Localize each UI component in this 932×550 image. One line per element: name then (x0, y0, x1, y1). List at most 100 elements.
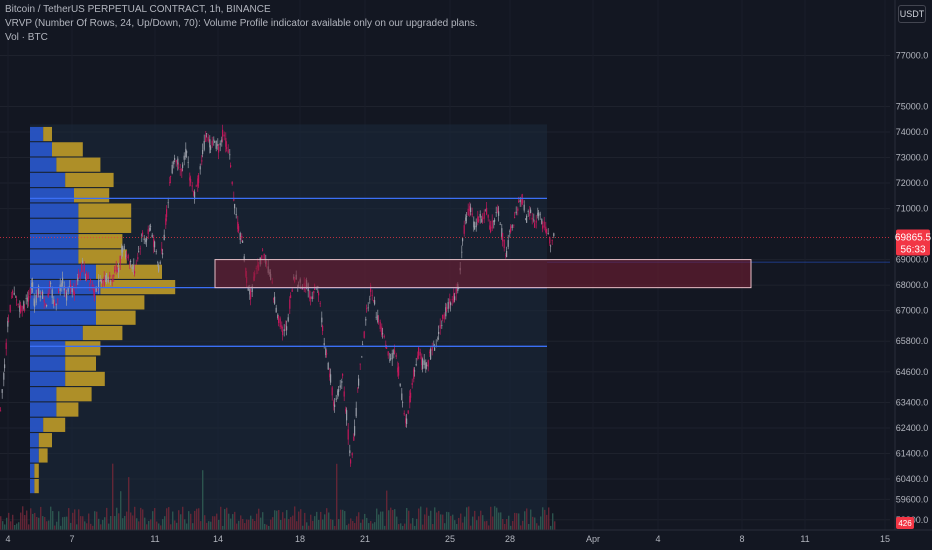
time-axis[interactable]: 4 7 11 14 18 21 25 28 Apr 4 8 11 15 (5, 534, 890, 544)
volume-bar (318, 519, 320, 530)
volume-bar (44, 516, 46, 530)
candle-body (419, 351, 421, 356)
candle-body (186, 150, 188, 154)
volume-bar (18, 522, 20, 530)
volume-bar (270, 519, 272, 530)
price-tick-label: 72000.0 (896, 178, 929, 188)
candle-body (178, 167, 180, 169)
candle-body (310, 296, 312, 299)
candle-body (66, 292, 68, 301)
candle-body (214, 141, 216, 143)
volume-bar (412, 518, 414, 530)
candle-body (473, 221, 475, 228)
volume-bar (540, 516, 542, 530)
candle-body (429, 351, 431, 354)
candle-body (335, 398, 337, 400)
candle-body (357, 387, 359, 389)
candle-body (525, 218, 527, 220)
candle-body (231, 181, 233, 184)
candle-body (218, 146, 220, 153)
candle-body (505, 255, 507, 256)
volume-bar (146, 524, 148, 530)
volume-bar (514, 512, 516, 530)
volume-bar (206, 522, 208, 530)
candle-body (103, 276, 105, 286)
volume-bar (34, 512, 36, 530)
volume-bar (196, 508, 198, 530)
candle-body (323, 343, 325, 346)
candle-body (381, 326, 383, 335)
candle-body (158, 265, 160, 272)
time-tick-label: 21 (360, 534, 370, 544)
profile-up-bar (30, 203, 79, 218)
resistance-zone[interactable] (214, 259, 752, 289)
candle-body (447, 302, 449, 309)
price-tick-label: 77000.0 (896, 51, 929, 61)
profile-up-bar (30, 249, 79, 264)
vrvp-legend[interactable]: VRVP (Number Of Rows, 24, Up/Down, 70): … (5, 18, 478, 29)
volume-bar (152, 511, 154, 530)
candle-body (411, 383, 413, 386)
candle-body (274, 296, 276, 304)
candle-body (138, 251, 140, 253)
candle-body (539, 213, 541, 215)
volume-bar (510, 525, 512, 530)
candle-body (534, 223, 536, 228)
volume-bar (14, 524, 16, 530)
candle-body (113, 274, 115, 277)
candle-body (334, 404, 336, 408)
profile-down-bar (74, 188, 110, 203)
candle-body (235, 214, 237, 216)
volume-bar (126, 511, 128, 530)
profile-up-bar (30, 478, 35, 494)
candle-body (153, 238, 155, 247)
volume-bar (130, 512, 132, 530)
volume-bar (544, 509, 546, 530)
time-tick-label: 15 (880, 534, 890, 544)
candle-body (239, 233, 241, 240)
volume-bar (162, 519, 164, 530)
candle-body (7, 321, 9, 327)
candle-body (465, 217, 467, 222)
candle-body (443, 314, 445, 320)
volume-bar (464, 516, 466, 530)
profile-down-bar (38, 448, 48, 463)
volume-bar (220, 506, 222, 530)
volume-bar (28, 524, 30, 530)
time-tick-label: 25 (445, 534, 455, 544)
candle-body (461, 251, 463, 253)
profile-down-bar (56, 402, 79, 417)
profile-down-bar (96, 310, 136, 325)
volume-bar (482, 515, 484, 530)
volume-bar (442, 514, 444, 530)
volume-bar (384, 525, 386, 530)
currency-button[interactable]: USDT (898, 5, 926, 23)
volume-bar (528, 523, 530, 530)
volume-bar (448, 512, 450, 530)
symbol-title[interactable]: Bitcoin / TetherUS PERPETUAL CONTRACT, 1… (5, 4, 271, 15)
volume-bar (302, 525, 304, 530)
candle-body (38, 285, 40, 295)
candle-body (89, 282, 91, 285)
candle-body (369, 298, 371, 300)
candle-body (321, 317, 323, 323)
volume-bar (128, 477, 130, 530)
volume-bar (372, 523, 374, 530)
candle-body (499, 223, 501, 225)
candle-body (413, 369, 415, 380)
candle-body (250, 290, 252, 300)
volume-bar (376, 508, 378, 530)
volume-bar (428, 515, 430, 530)
profile-up-bar (30, 264, 96, 279)
volume-legend[interactable]: Vol · BTC (5, 32, 48, 43)
volume-bar (144, 517, 146, 530)
candle-body (549, 237, 551, 244)
profile-up-bar (30, 172, 66, 188)
volume-bar (488, 525, 490, 530)
candle-body (241, 235, 243, 238)
volume-bar (498, 512, 500, 530)
volume-bar (360, 522, 362, 530)
candle-body (135, 263, 137, 265)
candle-body (213, 139, 215, 141)
